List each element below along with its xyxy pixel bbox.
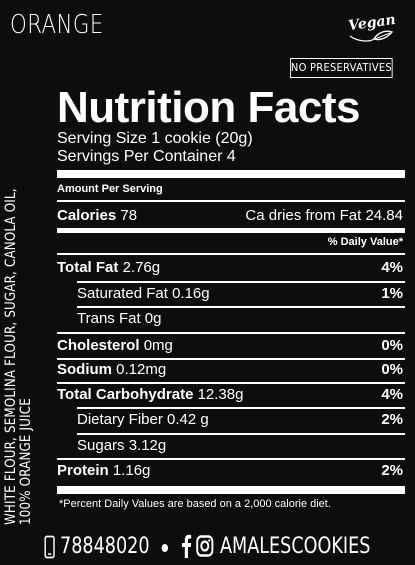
nutrient-label: Sodium [57,361,117,378]
amount-per-serving: Amount Per Serving [57,183,163,195]
nutrient-row-dietary-fiber: Dietary Fiber 0.42 g 2% [57,408,405,432]
nutrient-pct: 2% [381,411,403,428]
social-handle[interactable]: AMALESCOOKIES [219,534,371,559]
nutrient-label: Sugars [77,437,129,454]
nutrient-label: Protein [57,462,113,479]
divider [57,200,405,202]
bullet-icon [161,534,169,558]
calories-row: Calories 78 Ca dries from Fat 24.84 [57,204,405,228]
nutrient-label: Trans Fat [77,310,145,327]
ingredients-list: WHITE FLOUR, SEMOLINA FLOUR, SUGAR, CANO… [3,125,34,525]
nutrient-value: 12.38g [197,386,244,403]
divider [77,306,405,308]
nutrient-value: 0.16g [172,285,210,302]
calories-value: 78 [120,207,138,224]
servings-per-container: Servings Per Container 4 [57,148,236,165]
divider [57,253,405,255]
nutrient-row-sodium: Sodium 0.12mg 0% [57,358,405,382]
nutrient-pct: 0% [381,337,403,354]
contact-footer: 78848020 AMALESCOOKIES [44,534,370,560]
daily-value-footnote: *Percent Daily Values are based on a 2,0… [59,498,331,510]
nutrient-pct: 1% [381,285,403,302]
serving-size: Serving Size 1 cookie (20g) [57,130,253,147]
divider [57,332,405,334]
instagram-icon[interactable] [196,534,214,558]
nutrient-row-saturated-fat: Saturated Fat 0.16g 1% [57,282,405,306]
divider [77,281,405,283]
calories-from-fat: Ca dries from Fat 24.84 [245,207,403,224]
divider-thick [57,228,405,233]
divider [57,458,405,460]
nutrient-label: Total Carbohydrate [57,386,198,403]
nutrient-label: Saturated Fat [77,285,173,302]
nutrition-facts-title: Nutrition Facts [57,83,360,132]
nutrient-pct: 4% [381,386,403,403]
nutrient-row-cholesterol: Cholesterol 0mg 0% [57,334,405,358]
divider-thick-top [57,170,405,178]
nutrient-pct: 2% [381,462,403,479]
calories-label: Calories [57,207,121,224]
nutrient-row-trans-fat: Trans Fat 0g [57,307,405,331]
nutrient-label: Dietary Fiber [77,411,168,428]
nutrient-value: 3.12g [128,437,167,454]
phone-number: 78848020 [60,534,150,559]
nutrient-value: 1.16g [112,462,151,479]
nutrient-row-total-carbohydrate: Total Carbohydrate 12.38g 4% [57,383,405,407]
nutrient-value: 0.42 g [167,411,209,428]
ingredients-line-2: 100% ORANGE JUICE [18,398,34,525]
vegan-badge: Vegan [344,6,400,46]
divider [57,382,405,384]
leaf-icon [349,30,394,42]
divider [57,358,405,360]
nutrient-value: 0g [144,310,162,327]
nutrient-row-total-fat: Total Fat 2.76g 4% [57,256,405,280]
nutrient-row-sugars: Sugars 3.12g [57,434,405,458]
nutrient-value: 0.12mg [116,361,167,378]
nutrient-row-protein: Protein 1.16g 2% [57,459,405,483]
nutrient-value: 0mg [143,337,173,354]
no-preservatives-badge: NO PRESERVATIVES [290,58,393,78]
divider [77,433,405,435]
nutrient-label: Total Fat [57,259,123,276]
nutrient-pct: 0% [381,361,403,378]
flavor-title: ORANGE [10,10,104,40]
nutrient-value: 2.76g [122,259,161,276]
facebook-icon[interactable] [180,534,193,558]
daily-value-header: % Daily Value* [327,236,403,248]
divider [77,407,405,409]
nutrient-label: Cholesterol [57,337,144,354]
ingredients-line-1: WHITE FLOUR, SEMOLINA FLOUR, SUGAR, CANO… [3,188,19,525]
nutrient-pct: 4% [381,259,403,276]
divider-thick-bottom [57,486,405,494]
phone-icon [44,535,55,559]
